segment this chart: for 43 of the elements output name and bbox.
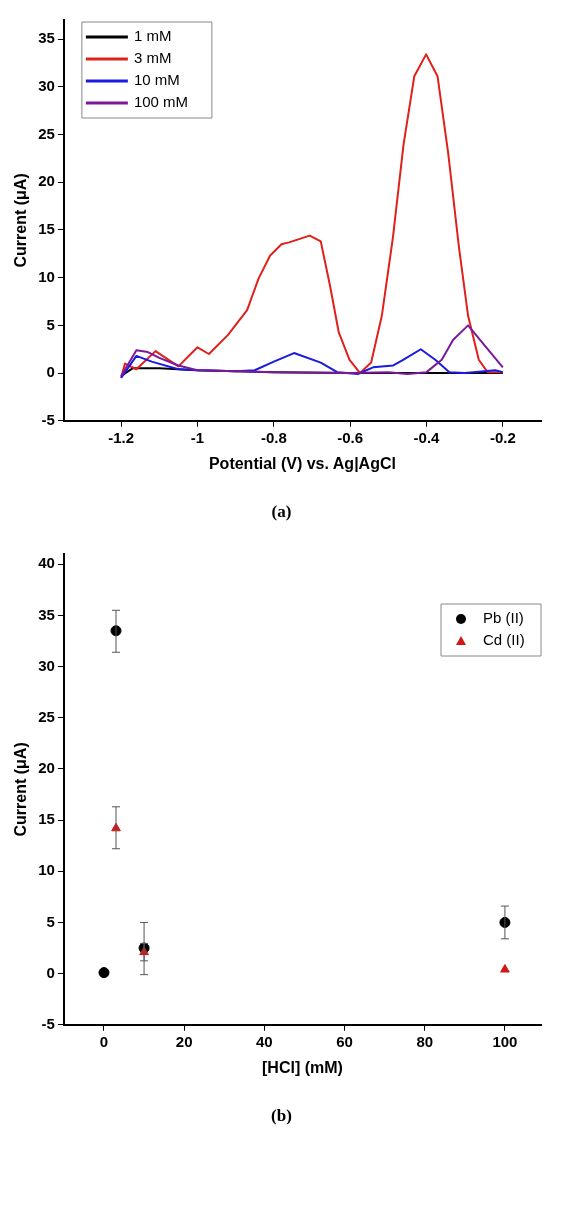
y-axis-title: Current (μA) bbox=[12, 742, 30, 837]
x-tick-label: 80 bbox=[416, 1032, 434, 1050]
legend-label: 1 mM bbox=[133, 27, 172, 45]
x-axis-title: Potential (V) vs. Ag|AgCl bbox=[208, 454, 396, 472]
y-tick-label: 15 bbox=[38, 810, 55, 828]
y-tick-label: 20 bbox=[38, 172, 55, 190]
y-tick-label: 5 bbox=[46, 912, 55, 930]
y-tick-label: 0 bbox=[46, 363, 55, 381]
y-tick-label: -5 bbox=[41, 410, 55, 428]
legend-label: 3 mM bbox=[133, 49, 172, 67]
y-tick-label: 10 bbox=[38, 861, 55, 879]
legend-label: 10 mM bbox=[133, 71, 180, 89]
x-axis-title: [HCl] (mM) bbox=[262, 1058, 343, 1076]
x-tick-label: 100 bbox=[492, 1032, 518, 1050]
y-tick-label: 0 bbox=[46, 963, 55, 981]
y-tick-label: 40 bbox=[38, 554, 55, 572]
y-tick-label: -5 bbox=[41, 1014, 55, 1032]
y-tick-label: 25 bbox=[38, 124, 55, 142]
y-tick-label: 25 bbox=[38, 707, 55, 725]
y-tick-label: 30 bbox=[38, 656, 55, 674]
text: (b) bbox=[270, 1106, 293, 1126]
x-tick-label: -0.6 bbox=[337, 428, 364, 446]
x-tick-label: 0 bbox=[99, 1032, 109, 1050]
x-tick-label: -1 bbox=[190, 428, 205, 446]
x-tick-label: -1.2 bbox=[108, 428, 135, 446]
y-tick-label: 35 bbox=[38, 605, 55, 623]
x-tick-label: 20 bbox=[175, 1032, 193, 1050]
x-tick-label: -0.8 bbox=[260, 428, 287, 446]
y-tick-label: 15 bbox=[38, 220, 55, 238]
x-tick-label: 40 bbox=[256, 1032, 273, 1050]
y-tick-label: 35 bbox=[38, 29, 55, 47]
text: (a) bbox=[270, 502, 293, 522]
y-axis-title: Current (μA) bbox=[12, 173, 30, 268]
y-tick-label: 20 bbox=[38, 759, 55, 777]
y-tick-label: 5 bbox=[46, 315, 55, 333]
x-tick-label: -0.2 bbox=[489, 428, 516, 446]
x-tick-label: -0.4 bbox=[413, 428, 441, 446]
legend-label: 100 mM bbox=[133, 93, 189, 111]
y-tick-label: 10 bbox=[38, 267, 55, 285]
x-tick-label: 60 bbox=[336, 1032, 353, 1050]
legend-label: Pb (II) bbox=[483, 609, 524, 627]
legend-label: Cd (II) bbox=[483, 631, 525, 649]
y-tick-label: 30 bbox=[38, 76, 55, 94]
